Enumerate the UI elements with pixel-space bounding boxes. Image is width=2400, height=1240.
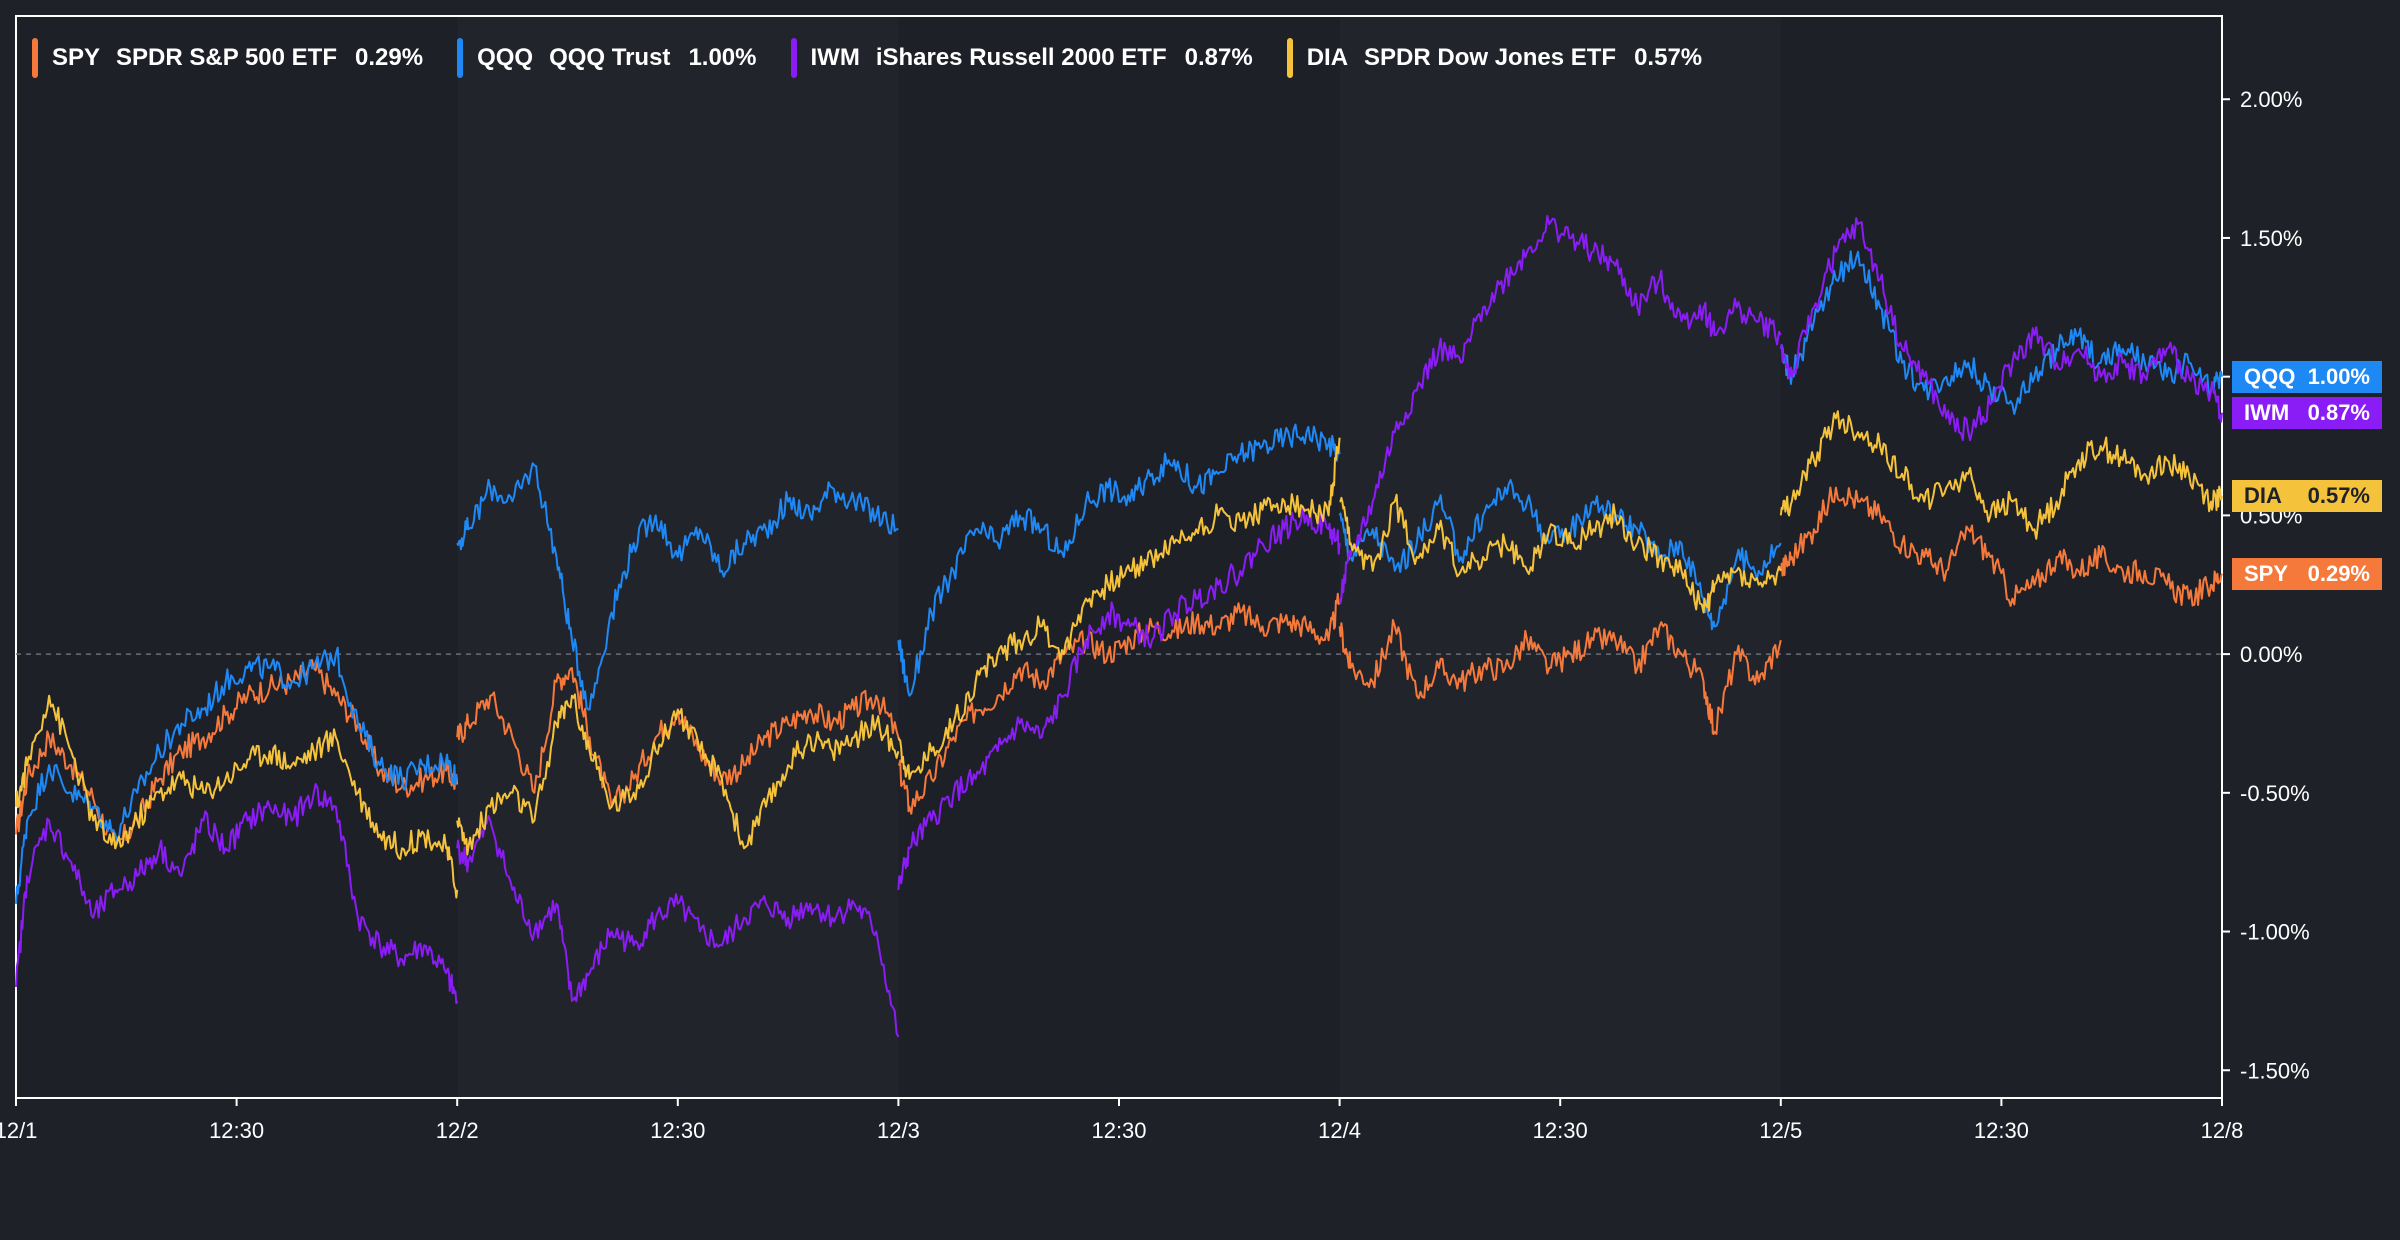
end-tag-symbol: IWM	[2244, 399, 2290, 425]
session-band	[1780, 16, 2222, 1098]
session-band	[898, 16, 1340, 1098]
series-line-qqq	[897, 423, 1341, 697]
y-tick-label: 2.00%	[2240, 87, 2302, 112]
series-line-qqq	[15, 646, 459, 904]
x-tick-label: 12/2	[436, 1118, 479, 1143]
y-tick-label: -1.50%	[2240, 1058, 2310, 1083]
legend-value: 0.87%	[1184, 44, 1253, 71]
legend: SPY SPDR S&P 500 ETF 0.29% QQQ QQQ Trust 1.00…	[32, 38, 1736, 78]
series-line-spy	[1338, 619, 1782, 735]
series-line-dia	[456, 693, 900, 856]
end-tag-dia: DIA 0.57%	[2232, 479, 2382, 512]
x-tick-label: 12/4	[1318, 1118, 1361, 1143]
x-tick-label: 12/5	[1759, 1118, 1802, 1143]
x-tick-label: 12/1	[0, 1118, 37, 1143]
series-line-dia	[15, 694, 459, 899]
series-line-spy	[897, 592, 1341, 815]
legend-item-dia[interactable]: DIA SPDR Dow Jones ETF 0.57%	[1286, 38, 1736, 78]
legend-item-iwm[interactable]: IWM iShares Russell 2000 ETF 0.87%	[790, 38, 1287, 78]
y-tick-label: 1.50%	[2240, 226, 2302, 251]
series-line-dia	[1779, 410, 2223, 540]
end-tag-symbol: DIA	[2244, 482, 2282, 508]
series-line-iwm	[456, 815, 900, 1038]
series-line-spy	[1779, 486, 2223, 607]
legend-symbol: QQQ	[477, 44, 534, 71]
y-tick-label: 0.00%	[2240, 642, 2302, 667]
end-tag-value: 0.57%	[2307, 482, 2370, 508]
legend-item-spy[interactable]: SPY SPDR S&P 500 ETF 0.29%	[32, 38, 457, 78]
legend-item-qqq[interactable]: QQQ QQQ Trust 1.00%	[457, 38, 790, 78]
y-tick-label: -1.00%	[2240, 920, 2310, 945]
end-tag-value: 0.87%	[2307, 399, 2370, 425]
legend-name: QQQ Trust	[549, 44, 671, 71]
end-tag-qqq: QQQ 1.00%	[2232, 360, 2382, 393]
legend-symbol: SPY	[52, 44, 101, 71]
series-line-spy	[15, 659, 459, 850]
end-tag-value: 1.00%	[2307, 363, 2370, 389]
legend-swatch	[457, 38, 464, 78]
x-tick-label: 12:30	[650, 1118, 705, 1143]
legend-name: SPDR S&P 500 ETF	[116, 44, 337, 71]
x-tick-label: 12/3	[877, 1118, 920, 1143]
series-line-iwm	[15, 783, 459, 1005]
legend-swatch	[1286, 38, 1293, 78]
legend-swatch	[32, 38, 38, 78]
legend-name: iShares Russell 2000 ETF	[875, 44, 1167, 71]
series-line-qqq	[456, 462, 899, 711]
legend-value: 1.00%	[688, 44, 757, 71]
series-line-qqq	[1338, 478, 1782, 631]
series-line-iwm	[897, 505, 1341, 890]
y-tick-label: -0.50%	[2240, 781, 2310, 806]
x-tick-label: 12/8	[2201, 1118, 2244, 1143]
end-tag-value: 0.29%	[2307, 560, 2370, 586]
end-tag-symbol: QQQ	[2244, 363, 2296, 389]
series-line-iwm	[1779, 217, 2223, 442]
x-tick-label: 12:30	[1091, 1118, 1146, 1143]
x-tick-label: 12:30	[1533, 1118, 1588, 1143]
end-tag-iwm: IWM 0.87%	[2232, 396, 2382, 429]
series-line-dia	[897, 437, 1341, 780]
series-line-dia	[1339, 493, 1782, 614]
x-tick-label: 12:30	[1974, 1118, 2029, 1143]
legend-symbol: DIA	[1306, 44, 1349, 71]
series-line-iwm	[1338, 214, 1782, 605]
legend-value: 0.29%	[355, 44, 424, 71]
legend-symbol: IWM	[810, 44, 860, 71]
legend-value: 0.57%	[1634, 44, 1703, 71]
legend-name: SPDR Dow Jones ETF	[1364, 44, 1617, 71]
session-band	[1339, 16, 1781, 1098]
end-tag-symbol: SPY	[2244, 560, 2289, 586]
x-tick-label: 12:30	[209, 1118, 264, 1143]
end-tag-spy: SPY 0.29%	[2232, 557, 2382, 590]
legend-swatch	[790, 38, 797, 78]
session-band	[16, 16, 458, 1098]
